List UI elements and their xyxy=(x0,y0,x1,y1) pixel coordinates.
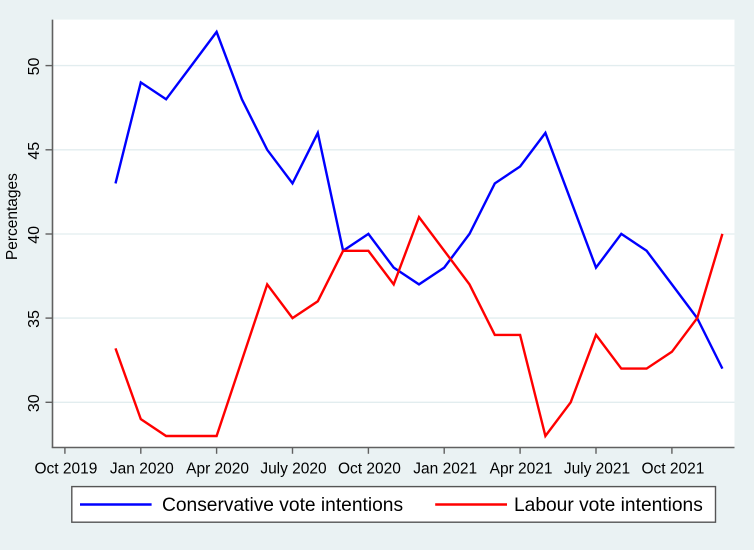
svg-text:35: 35 xyxy=(26,310,43,328)
svg-text:July 2021: July 2021 xyxy=(564,461,630,478)
svg-text:Percentages: Percentages xyxy=(4,173,21,260)
svg-text:Jan 2020: Jan 2020 xyxy=(110,461,174,478)
svg-text:Jan 2021: Jan 2021 xyxy=(413,461,477,478)
svg-text:45: 45 xyxy=(26,142,43,160)
svg-text:Oct 2021: Oct 2021 xyxy=(641,461,704,478)
svg-text:40: 40 xyxy=(26,226,43,244)
svg-text:July 2020: July 2020 xyxy=(260,461,327,478)
svg-text:Apr 2021: Apr 2021 xyxy=(490,461,553,478)
svg-text:Conservative vote intentions: Conservative vote intentions xyxy=(162,495,403,516)
svg-text:Apr 2020: Apr 2020 xyxy=(186,461,249,478)
svg-text:30: 30 xyxy=(26,394,43,412)
svg-text:Labour vote intentions: Labour vote intentions xyxy=(514,495,703,516)
svg-text:Oct 2020: Oct 2020 xyxy=(338,461,401,478)
svg-text:Oct 2019: Oct 2019 xyxy=(34,461,97,478)
svg-text:50: 50 xyxy=(26,58,43,76)
